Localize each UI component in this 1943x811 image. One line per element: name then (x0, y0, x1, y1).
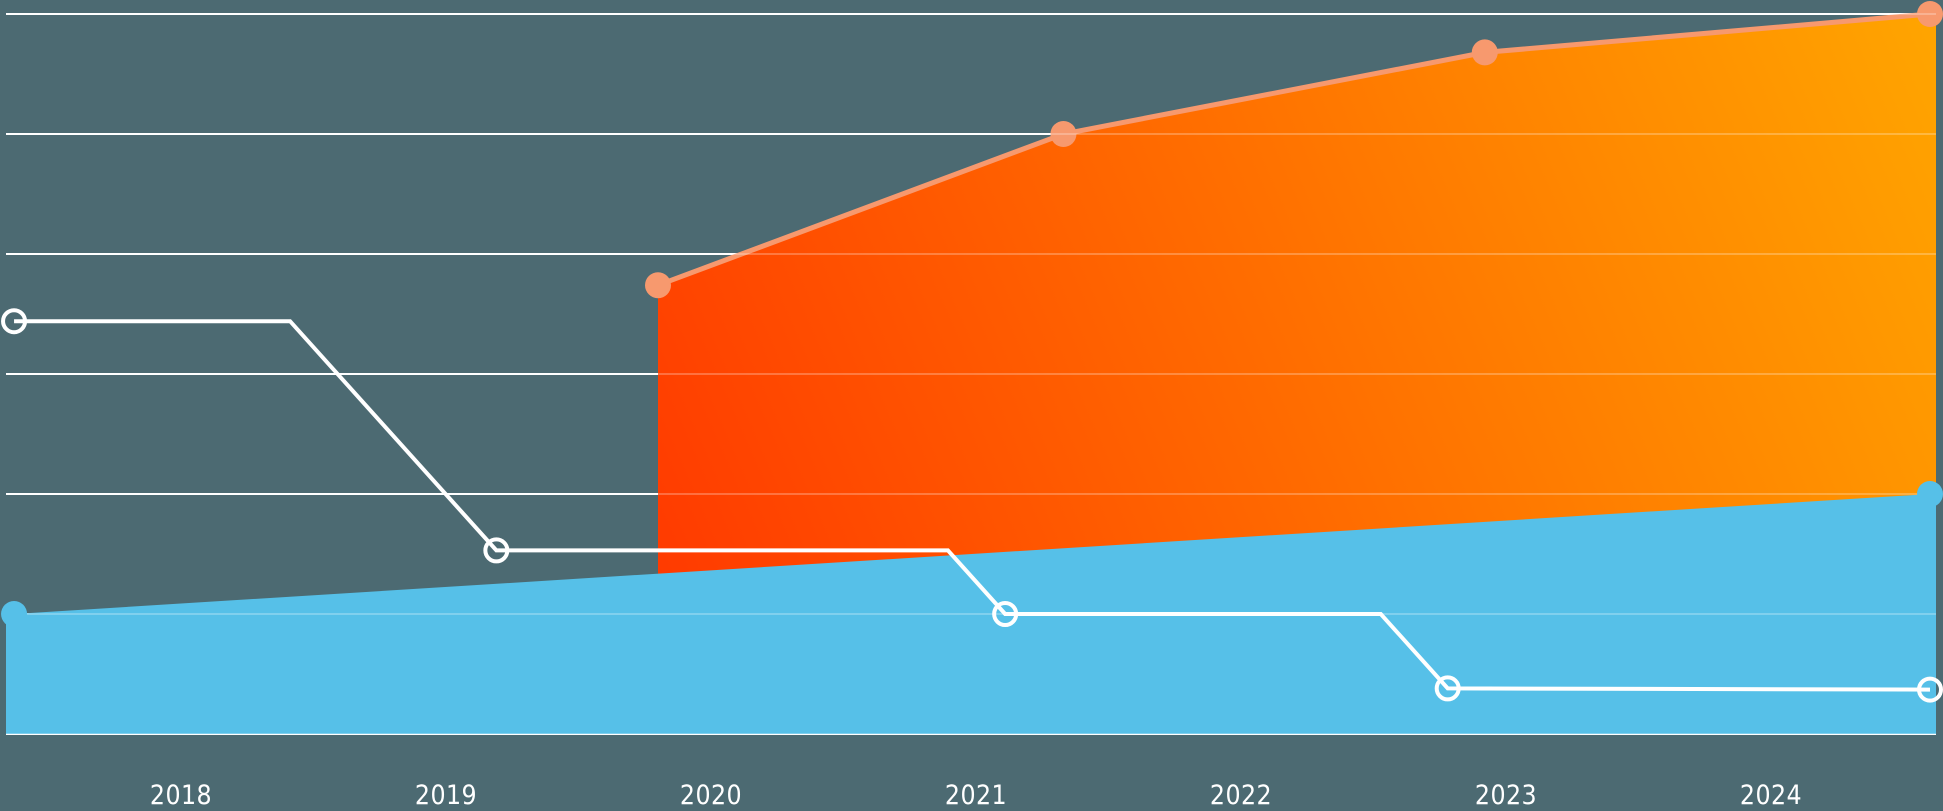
blue-data-point (1917, 481, 1943, 507)
orange-data-point (1050, 121, 1077, 147)
x-tick-label: 2018 (149, 780, 213, 811)
orange-markers (645, 1, 1943, 299)
white-data-point (992, 601, 1019, 627)
white-data-point (1917, 676, 1943, 703)
x-tick-label: 2023 (1474, 780, 1538, 811)
x-tick-label: 2020 (679, 780, 743, 811)
x-tick-label: 2021 (944, 780, 1008, 811)
orange-area-series (658, 14, 1936, 578)
white-data-point (1, 308, 28, 335)
gridlines-over-blue (6, 13, 1936, 735)
white-line-markers (1, 308, 1943, 703)
x-tick-label: 2022 (1209, 780, 1273, 811)
x-tick-label: 2019 (414, 780, 478, 811)
blue-markers (1, 481, 1943, 627)
white-data-point (1434, 675, 1461, 702)
orange-data-point (1471, 39, 1498, 66)
orange-data-point (1917, 1, 1943, 27)
blue-area-series (6, 494, 1936, 734)
orange-top-line (657, 11, 1931, 288)
x-tick-label: 2024 (1739, 780, 1803, 811)
white-data-point (483, 537, 510, 564)
blue-data-point (1, 601, 28, 627)
white-step-line (14, 319, 1931, 692)
orange-data-point (645, 272, 671, 299)
